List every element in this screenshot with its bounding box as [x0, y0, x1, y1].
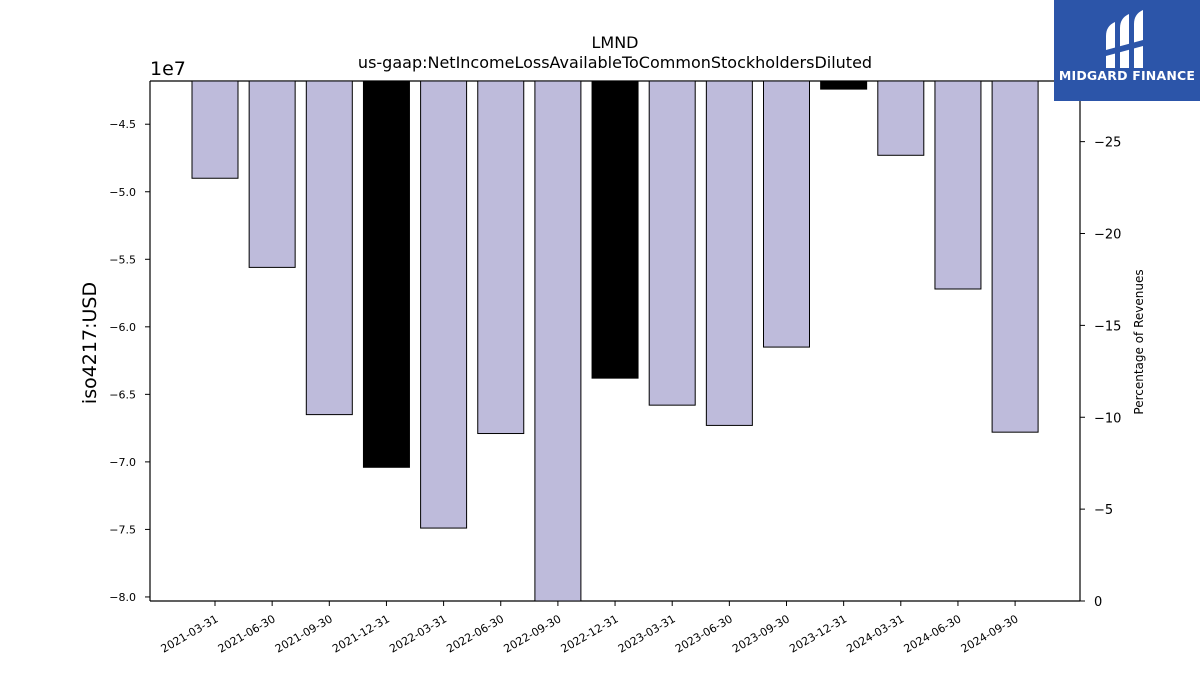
y-tick-label: −7.5 [109, 523, 136, 536]
x-tick-label: 2021-03-31 [159, 612, 221, 655]
bar [934, 80, 982, 290]
x-tick-label: 2021-12-31 [330, 612, 392, 655]
x-tick-label: 2022-06-30 [444, 612, 506, 655]
chart-title: LMND [591, 33, 638, 52]
bar [763, 80, 810, 348]
midgard-logo-icon [1106, 10, 1143, 68]
x-tick-label: 2023-03-31 [616, 612, 678, 655]
y-tick-label: −6.0 [109, 321, 136, 334]
y2-tick-label: −10 [1094, 411, 1121, 426]
bar [820, 80, 868, 90]
x-tick-label: 2024-03-31 [844, 612, 906, 655]
y2-tick-label: 0 [1094, 595, 1102, 610]
y2-tick-label: −25 [1094, 136, 1121, 151]
y-axis-label: iso4217:USD [79, 282, 101, 404]
x-tick-label: 2024-09-30 [959, 612, 1021, 655]
y-tick-label: −5.5 [109, 253, 136, 266]
bar [991, 80, 1039, 433]
bar [305, 80, 353, 416]
x-tick-label: 2023-06-30 [673, 612, 735, 655]
bar [477, 80, 525, 435]
bar [534, 80, 582, 602]
y-offset-label: 1e7 [150, 58, 186, 80]
x-tick-label: 2023-12-31 [787, 612, 849, 655]
x-tick-label: 2022-03-31 [387, 612, 449, 655]
bar [362, 80, 410, 468]
y-tick-label: −7.0 [109, 456, 136, 469]
x-tick-label: 2021-06-30 [216, 612, 278, 655]
y-tick-label: −8.0 [109, 591, 136, 604]
bar [705, 80, 753, 426]
y2-tick-label: −20 [1094, 228, 1121, 243]
y2-tick-label: −5 [1094, 503, 1113, 518]
bar [877, 80, 925, 156]
midgard-finance-logo: MIDGARD FINANCE [1054, 0, 1200, 101]
y2-tick-label: −15 [1094, 319, 1121, 334]
bar [648, 80, 696, 406]
bar [420, 80, 468, 529]
y2-axis-label: Percentage of Revenues [1132, 269, 1146, 414]
y-tick-label: −6.5 [109, 388, 136, 401]
logo-text: MIDGARD FINANCE [1058, 68, 1196, 83]
bar [248, 80, 296, 268]
y-tick-label: −5.0 [109, 186, 136, 199]
x-tick-label: 2024-06-30 [902, 612, 964, 655]
y-tick-label: −4.5 [109, 118, 136, 131]
x-tick-label: 2022-12-31 [559, 612, 621, 655]
x-tick-label: 2023-09-30 [730, 612, 792, 655]
chart-subtitle: us-gaap:NetIncomeLossAvailableToCommonSt… [358, 53, 872, 72]
x-tick-label: 2021-09-30 [273, 612, 335, 655]
bar [591, 80, 639, 379]
x-tick-label: 2022-09-30 [502, 612, 564, 655]
bar [191, 80, 239, 179]
